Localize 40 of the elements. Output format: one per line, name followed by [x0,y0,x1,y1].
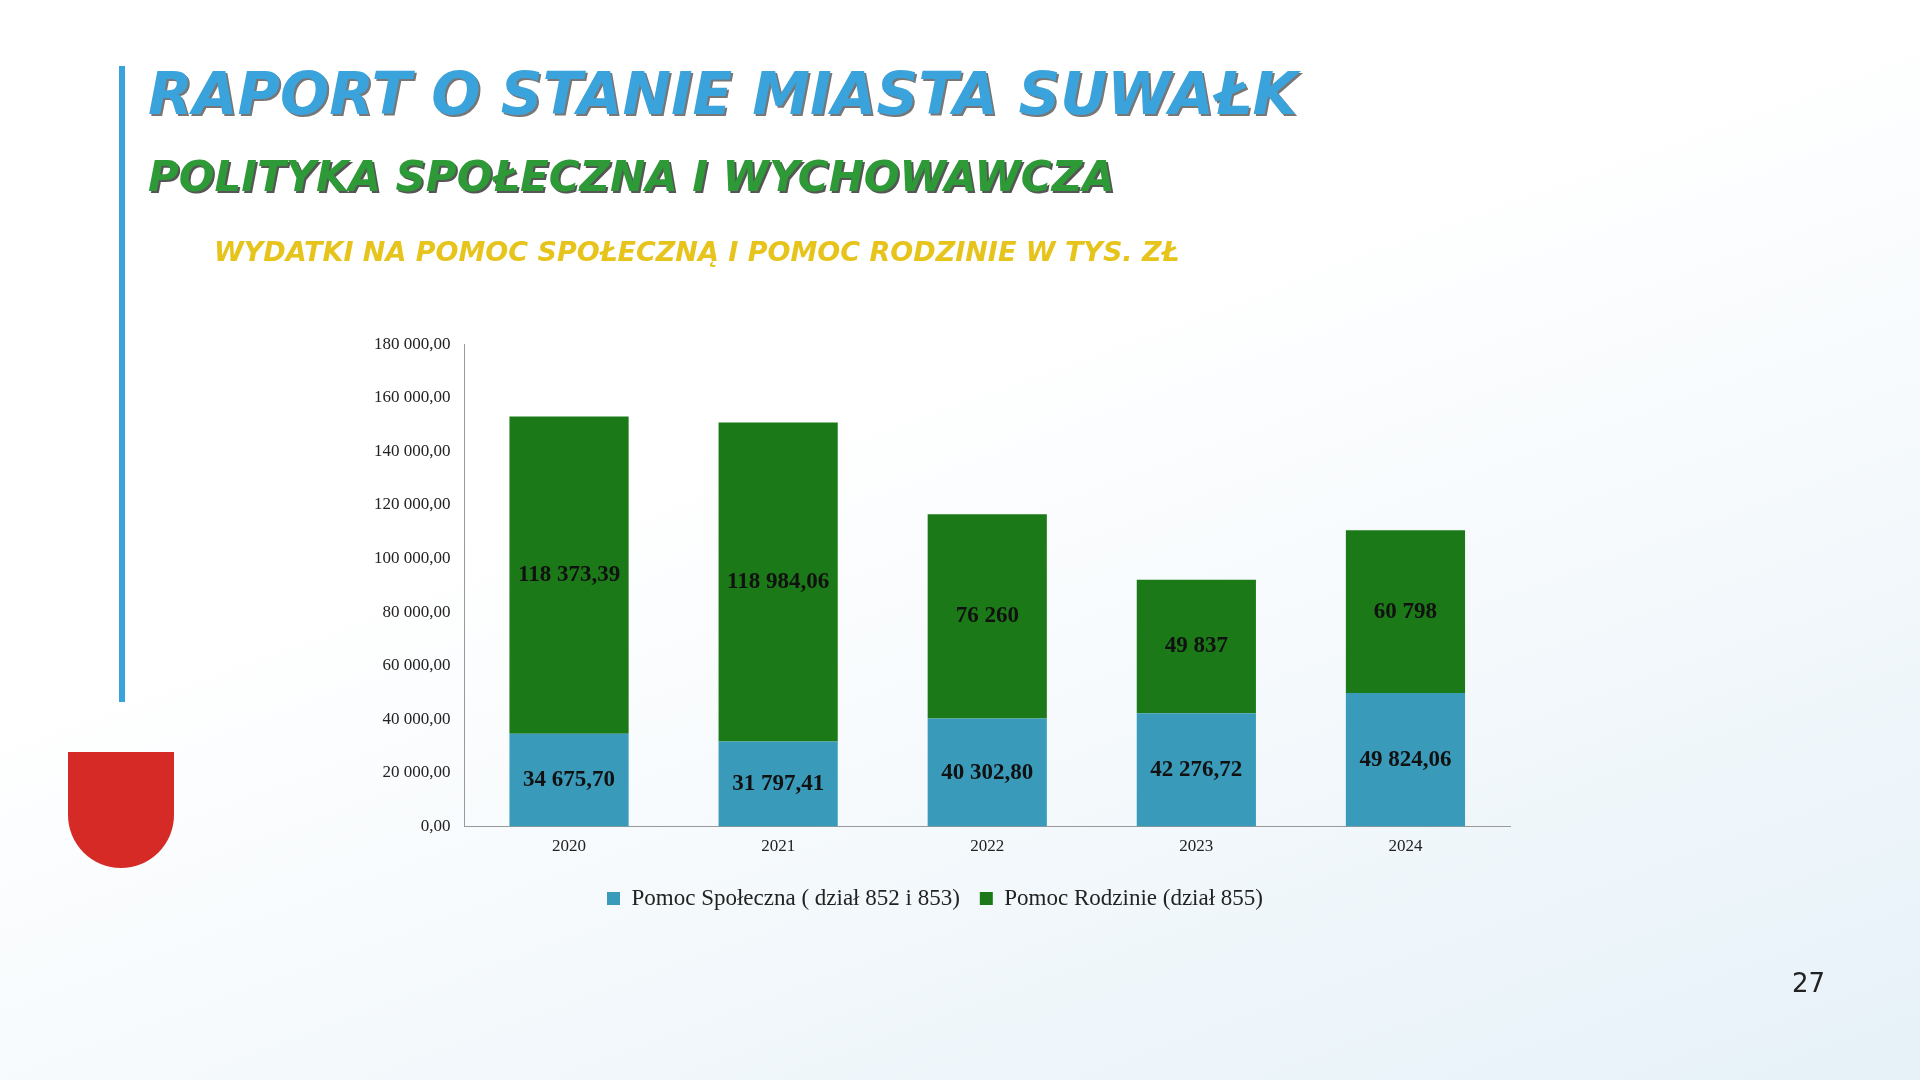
y-tick-label: 140 000,00 [374,440,451,460]
y-tick-label: 80 000,00 [382,601,451,621]
data-label: 49 837 [1164,632,1228,658]
chart-subtitle: POLITYKA SPOŁECZNA I WYCHOWAWCZA [148,152,1115,201]
bar [927,514,1047,719]
legend-label: Pomoc Społeczna ( dział 852 i 853) [631,884,960,910]
bar [1136,713,1256,827]
legend-label: Pomoc Rodzinie (dział 855) [1004,884,1264,910]
y-tick-label: 160 000,00 [374,387,451,407]
bar [718,741,838,827]
data-label: 76 260 [955,602,1019,628]
y-tick-label: 0,00 [420,816,451,836]
bar [509,416,629,734]
bar [1345,530,1466,694]
bar [1136,579,1256,714]
data-label: 49 824,06 [1359,745,1452,771]
bar [718,422,838,742]
y-tick-label: 20 000,00 [382,762,451,782]
y-tick-label: 100 000,00 [374,548,451,568]
data-label: 31 797,41 [732,769,825,795]
bar [509,733,629,827]
x-tick-label: 2024 [1388,836,1423,856]
x-tick-label: 2023 [1179,836,1214,856]
data-label: 34 675,70 [523,766,616,792]
y-tick-label: 120 000,00 [374,494,451,514]
text: WYDATKI NA POMOC SPOŁECZNĄ I POMOC RODZINIE W TYS. ZŁ [214,236,1180,267]
y-tick-label: 40 000,00 [382,708,451,728]
y-tick-label: 60 000,00 [382,655,451,675]
data-label: 60 798 [1373,597,1438,623]
y-tick-label: 180 000,00 [374,333,451,353]
x-tick-label: 2022 [970,836,1005,856]
data-label: 40 302,80 [941,758,1034,784]
data-label: 118 373,39 [517,560,621,586]
text: 27 [1792,968,1826,998]
bar [927,718,1047,827]
data-label: 118 984,06 [727,567,830,593]
bar [1345,693,1466,827]
x-tick-label: 2021 [761,836,796,856]
data-label: 42 276,72 [1150,755,1243,781]
x-tick-label: 2020 [552,836,587,856]
